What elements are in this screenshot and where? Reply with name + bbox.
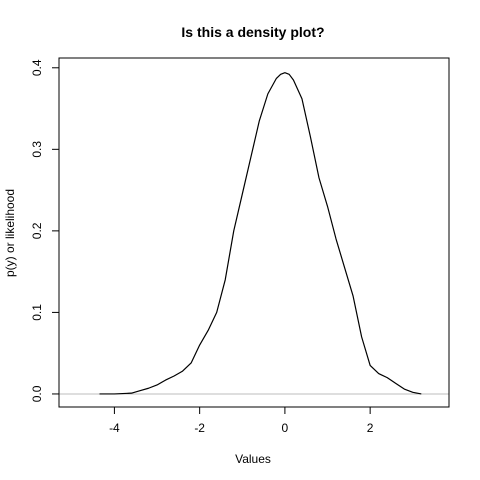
y-axis: 0.0 0.1 0.2 0.3 0.4: [30, 59, 60, 402]
x-axis: -4 -2 0 2: [109, 406, 374, 435]
x-tick-label: -2: [194, 421, 205, 435]
x-tick-label: -4: [109, 421, 120, 435]
y-tick-label: 0.1: [30, 304, 44, 321]
y-tick-label: 0.3: [30, 141, 44, 158]
chart-title: Is this a density plot?: [181, 24, 324, 40]
x-axis-label: Values: [235, 452, 271, 466]
y-axis-label: p(y) or likelihood: [3, 189, 17, 277]
y-tick-label: 0.0: [30, 385, 44, 402]
x-tick-label: 2: [367, 421, 374, 435]
density-line: [99, 72, 422, 395]
y-tick-label: 0.2: [30, 222, 44, 239]
y-tick-label: 0.4: [30, 59, 44, 76]
x-tick-label: 0: [282, 421, 289, 435]
